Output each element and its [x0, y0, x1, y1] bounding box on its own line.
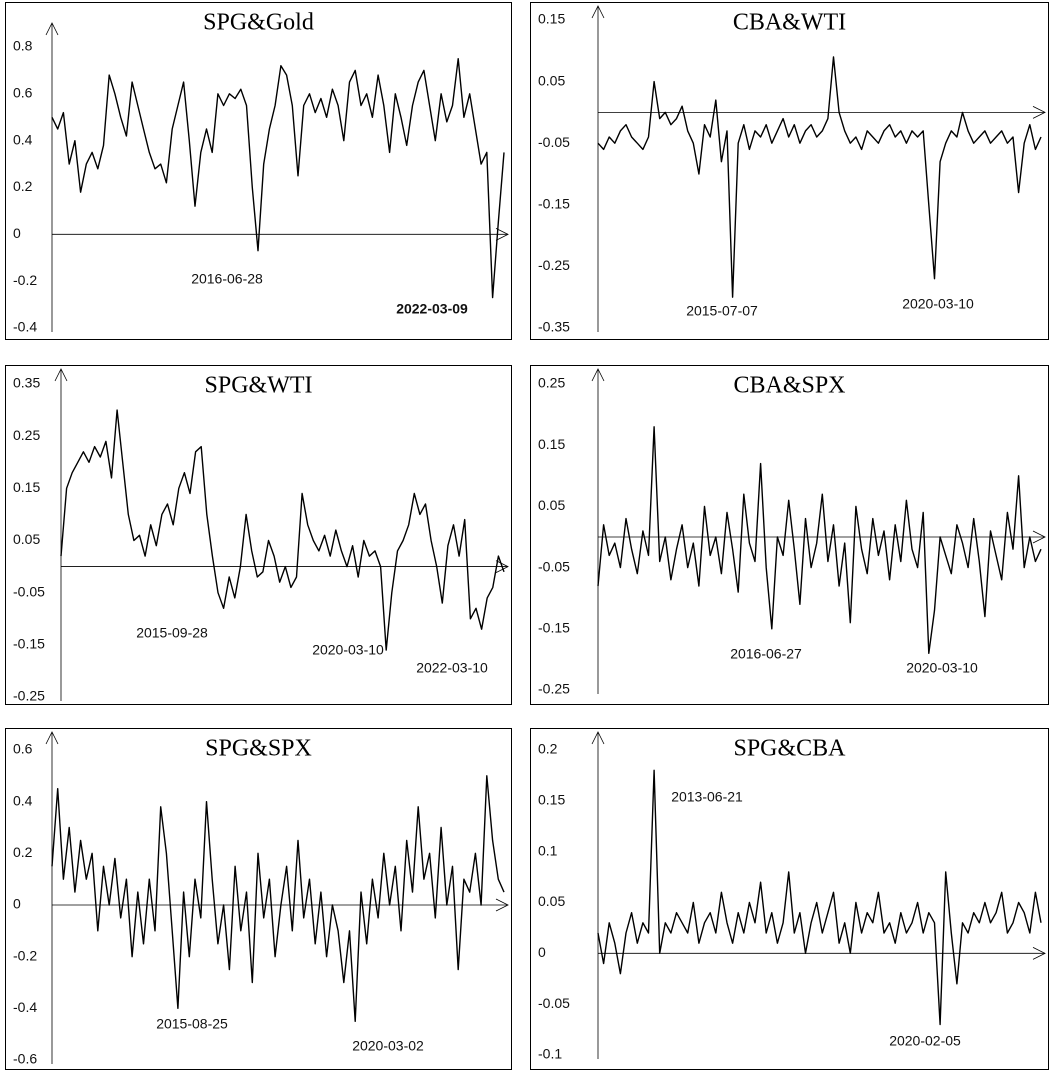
y-axis-arrow	[591, 5, 605, 19]
panel: 0.8 0.6 0.4 0.2 0 -0.2 -0.4 SPG&Gold 2016-06-28 2…	[5, 2, 512, 340]
y-tick-label: 0.4	[13, 792, 33, 808]
y-axis-arrow	[45, 22, 59, 36]
annotation: 2020-02-05	[889, 1033, 961, 1049]
y-tick-label: -0.2	[13, 272, 37, 288]
y-tick-label: 0.15	[538, 11, 565, 27]
series-line	[597, 426, 1042, 654]
y-tick-label: 0.2	[538, 741, 558, 757]
y-axis-arrow	[591, 731, 605, 745]
annotation: 2020-03-10	[902, 296, 974, 312]
annotation: 2020-03-10	[906, 660, 978, 676]
y-tick-label: 0	[538, 944, 546, 960]
y-tick-label: -0.15	[538, 620, 570, 636]
panel-frame	[5, 728, 512, 1070]
panel: 0.15 0.05 -0.05 -0.15 -0.25 -0.35 CBA&WTI 2015-…	[530, 2, 1049, 340]
y-tick-label: 0.4	[13, 131, 33, 147]
y-tick-label: 0.1	[538, 842, 558, 858]
x-axis-arrow	[1032, 106, 1046, 119]
series-line	[60, 409, 505, 651]
series-line	[51, 775, 505, 1022]
annotation: 2016-06-28	[191, 271, 263, 287]
y-tick-label: -0.05	[538, 995, 570, 1011]
y-tick-label: -0.4	[13, 999, 37, 1015]
panel-frame	[530, 2, 1049, 340]
y-tick-label: 0.05	[538, 72, 565, 88]
series-line	[597, 769, 1042, 1026]
panel: 0.6 0.4 0.2 0 -0.2 -0.4 -0.6 SPG&SPX 2015-08-25 2…	[5, 728, 512, 1070]
y-tick-label: 0.15	[538, 436, 565, 452]
y-tick-label: -0.05	[538, 134, 570, 150]
y-tick-label: -0.15	[13, 636, 45, 652]
y-tick-label: -0.2	[13, 947, 37, 963]
chart-title: SPG&CBA	[733, 736, 846, 762]
x-axis-arrow	[1032, 530, 1046, 544]
chart-title: SPG&WTI	[205, 373, 313, 399]
panel: 0.2 0.15 0.1 0.05 0 -0.05 -0.1 SPG&CBA 2013-06-2…	[530, 728, 1049, 1070]
y-tick-label: 0.8	[13, 38, 33, 54]
y-tick-label: -0.25	[538, 257, 570, 273]
y-tick-label: 0.25	[13, 427, 40, 443]
panel: 0.35 0.25 0.15 0.05 -0.05 -0.15 -0.25 SPG&WTI 20…	[5, 365, 512, 705]
series-line	[51, 58, 505, 299]
annotation: 2020-03-10	[312, 642, 384, 658]
panel-frame	[5, 2, 512, 340]
annotation: 2020-03-02	[352, 1038, 424, 1054]
x-axis-arrow	[495, 560, 509, 573]
y-tick-label: 0.35	[13, 375, 40, 391]
y-tick-label: 0	[13, 225, 21, 241]
chart-title: SPG&SPX	[205, 736, 312, 762]
annotation: 2022-03-09	[396, 301, 468, 317]
y-tick-label: -0.05	[13, 583, 45, 599]
chart-title: CBA&SPX	[733, 373, 845, 399]
y-axis-arrow	[54, 368, 68, 382]
annotation: 2015-08-25	[156, 1016, 228, 1032]
series-line	[597, 56, 1042, 298]
y-tick-label: -0.35	[538, 319, 570, 335]
annotation: 2016-06-27	[730, 646, 802, 662]
panel-frame	[530, 728, 1049, 1070]
y-tick-label: 0.2	[13, 178, 33, 194]
y-tick-label: 0.05	[538, 893, 565, 909]
y-tick-label: 0.05	[538, 497, 565, 513]
panel-frame	[5, 365, 512, 705]
y-tick-label: 0.6	[13, 85, 33, 101]
annotation: 2015-07-07	[686, 303, 758, 319]
y-tick-label: -0.1	[538, 1046, 562, 1062]
x-axis-arrow	[495, 227, 509, 241]
y-tick-label: 0.2	[13, 844, 33, 860]
chart-title: CBA&WTI	[733, 10, 846, 36]
annotation: 2022-03-10	[416, 660, 488, 676]
y-tick-label: 0.05	[13, 531, 40, 547]
chart-title: SPG&Gold	[203, 10, 314, 36]
annotation: 2015-09-28	[136, 625, 208, 641]
panel: 0.25 0.15 0.05 -0.05 -0.15 -0.25 CBA&SPX 2016-0…	[530, 365, 1049, 705]
annotation: 2013-06-21	[671, 789, 743, 805]
x-axis-arrow	[1032, 946, 1046, 960]
y-tick-label: 0	[13, 896, 21, 912]
y-tick-label: 0.15	[13, 479, 40, 495]
y-tick-label: 0.25	[538, 375, 565, 391]
panel-frame	[530, 365, 1049, 705]
y-tick-label: -0.6	[13, 1051, 37, 1067]
y-tick-label: -0.25	[13, 688, 45, 704]
y-axis-arrow	[591, 368, 605, 382]
y-axis-arrow	[45, 731, 59, 745]
y-tick-label: -0.05	[538, 558, 570, 574]
x-axis-arrow	[495, 898, 509, 912]
y-tick-label: 0.15	[538, 792, 565, 808]
y-tick-label: 0.6	[13, 741, 33, 757]
y-tick-label: -0.4	[13, 319, 37, 335]
y-tick-label: -0.15	[538, 196, 570, 212]
y-tick-label: -0.25	[538, 681, 570, 697]
